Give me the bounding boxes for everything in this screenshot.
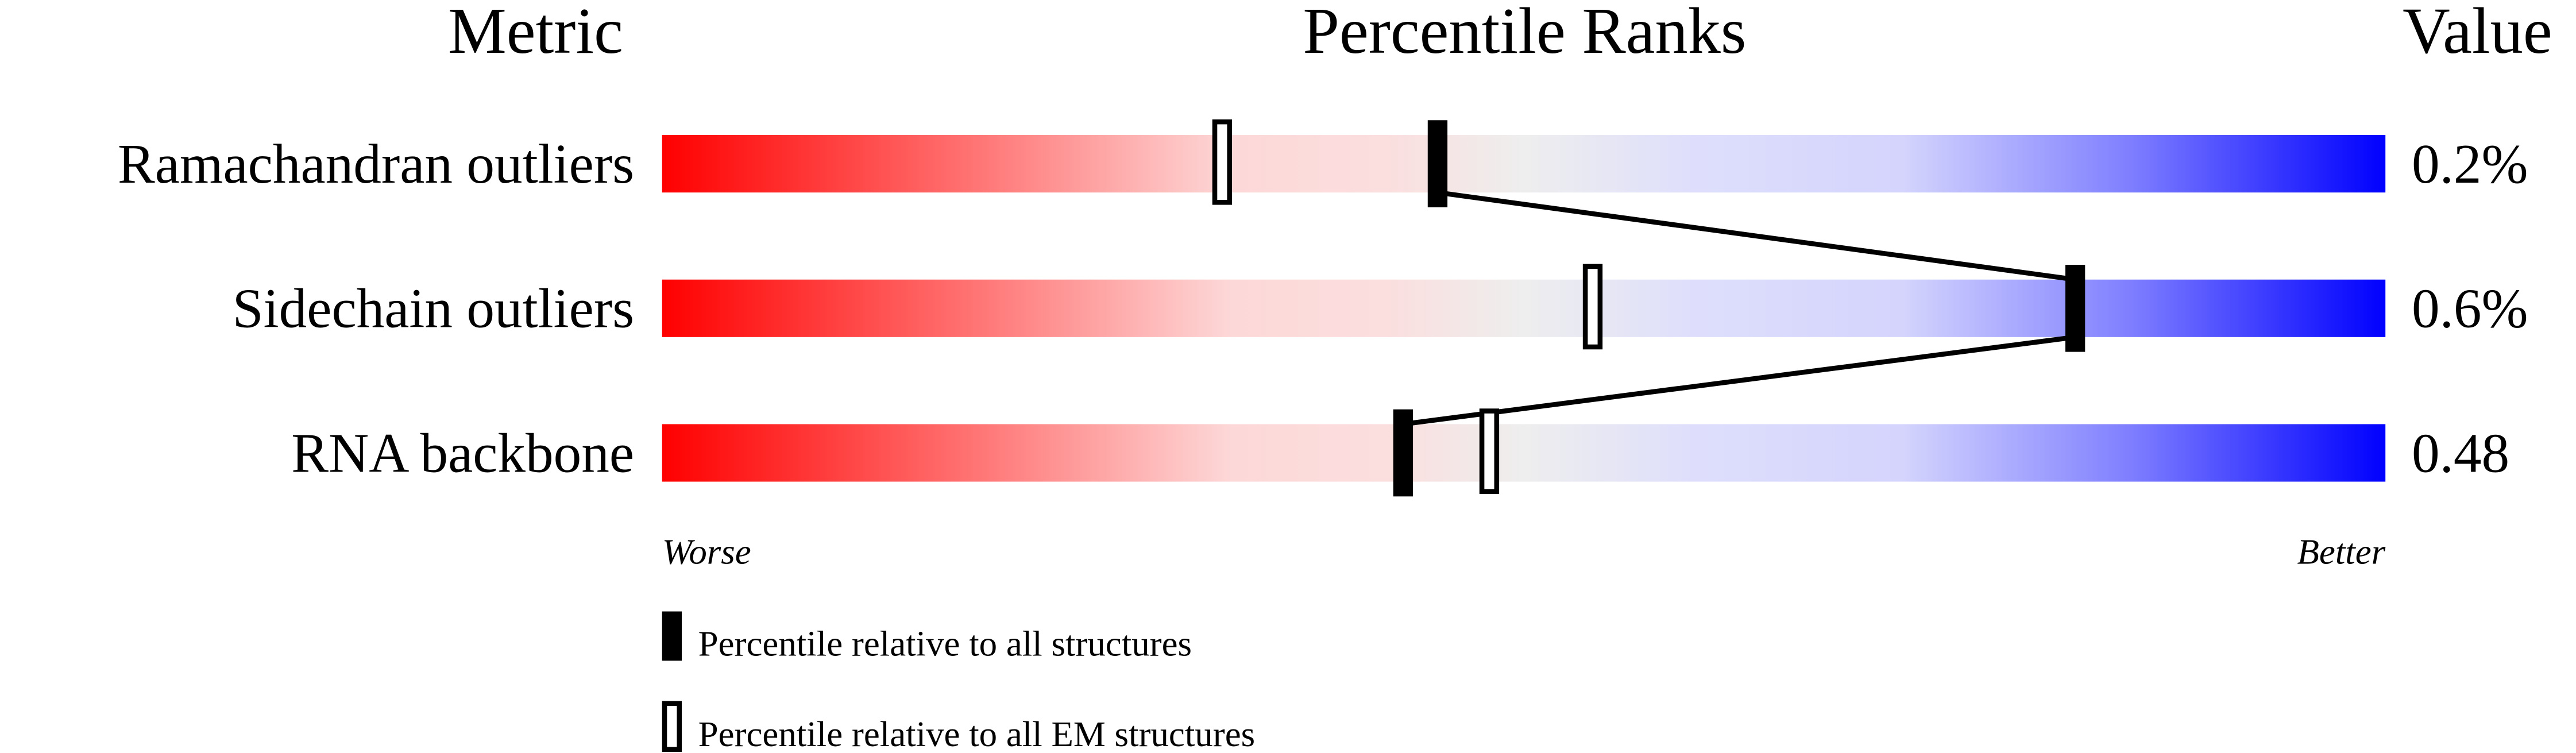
legend-em-marker xyxy=(662,701,682,752)
all-percentile-marker xyxy=(1393,409,1413,497)
metric-label: RNA backbone xyxy=(291,422,634,484)
percentile-connector-line xyxy=(1403,334,2076,427)
metric-row: Ramachandran outliers 0.2% xyxy=(118,133,2528,195)
all-percentile-marker xyxy=(2065,264,2085,352)
percentile-header: Percentile Ranks xyxy=(1303,0,1746,67)
legend-all-marker xyxy=(662,611,682,661)
percentile-connector-line xyxy=(1437,190,2076,282)
metric-label: Ramachandran outliers xyxy=(118,133,634,195)
metric-header: Metric xyxy=(448,0,623,67)
value-header: Value xyxy=(2403,0,2552,67)
metric-value: 0.6% xyxy=(2412,278,2528,340)
legend-em-label: Percentile relative to all EM structures xyxy=(698,714,1255,753)
percentile-bar xyxy=(662,279,2386,337)
metric-label: Sidechain outliers xyxy=(233,278,635,340)
all-percentile-marker xyxy=(1427,120,1448,207)
metric-row: RNA backbone 0.48 xyxy=(291,422,2509,484)
metric-value: 0.48 xyxy=(2412,422,2509,484)
worse-label: Worse xyxy=(662,532,751,572)
em-percentile-marker xyxy=(1479,408,1500,495)
em-percentile-marker xyxy=(1212,119,1233,205)
metric-value: 0.2% xyxy=(2412,133,2528,195)
legend-all-label: Percentile relative to all structures xyxy=(698,624,1192,664)
em-percentile-marker xyxy=(1582,264,1603,350)
better-label: Better xyxy=(2297,532,2385,572)
percentile-bar xyxy=(662,135,2386,193)
metric-row: Sidechain outliers 0.6% xyxy=(233,278,2528,340)
percentile-bar xyxy=(662,424,2386,482)
